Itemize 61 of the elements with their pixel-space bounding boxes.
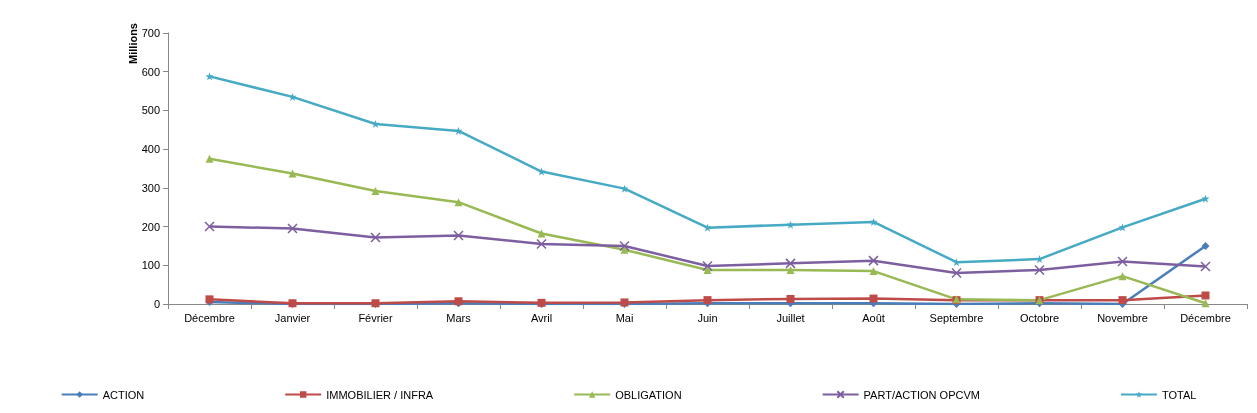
point: [288, 169, 297, 178]
legend-label: PART/ACTION OPCVM: [863, 388, 980, 401]
y-tick-label: 300: [141, 181, 160, 194]
point: [205, 154, 214, 163]
y-tick-label: 600: [141, 65, 160, 78]
x-tick-label: Novembre: [1097, 311, 1148, 324]
point: [869, 294, 878, 303]
point: [454, 126, 463, 135]
point: [785, 258, 796, 269]
point: [204, 221, 215, 232]
point: [537, 167, 546, 176]
point: [1201, 241, 1210, 250]
x-tick-label: Décembre: [184, 311, 235, 324]
point: [1117, 256, 1128, 267]
x-tick-label: Décembre: [1180, 311, 1231, 324]
point: [1200, 261, 1211, 272]
point: [1118, 272, 1127, 281]
point: [370, 232, 381, 243]
x-tick-label: Octobre: [1019, 311, 1060, 324]
point: [868, 255, 879, 266]
point: [1118, 223, 1127, 232]
point: [1201, 299, 1210, 308]
point: [1201, 194, 1210, 203]
x-tick-label: Août: [862, 311, 885, 324]
legend-label: TOTAL: [1161, 388, 1197, 401]
point: [786, 265, 795, 274]
point: [287, 223, 298, 234]
x-tick-label: Avril: [530, 311, 553, 324]
y-tick-label: 0: [153, 298, 160, 310]
y-tick-label: 400: [141, 143, 160, 156]
x-tick-label: Septembre: [929, 311, 984, 324]
point: [1034, 264, 1045, 276]
legend-label: OBLIGATION: [615, 388, 682, 401]
y-tick-label: 200: [141, 220, 160, 233]
point: [786, 220, 795, 229]
legend-label: IMMOBILIER / INFRA: [326, 388, 434, 401]
point: [1201, 291, 1210, 300]
y-tick-label: 700: [141, 27, 160, 39]
point: [869, 217, 878, 226]
x-tick-label: Mars: [446, 311, 472, 324]
x-tick-label: Février: [358, 311, 393, 324]
point: [619, 240, 630, 252]
y-axis-title: Millions: [126, 23, 139, 64]
point: [537, 229, 546, 238]
point: [1118, 296, 1127, 305]
legend-label: ACTION: [102, 388, 145, 401]
point: [786, 294, 795, 303]
x-tick-label: Juillet: [776, 311, 805, 324]
point: [453, 230, 464, 241]
point: [454, 198, 463, 207]
y-tick-label: 100: [141, 259, 160, 272]
point: [951, 267, 962, 279]
x-tick-label: Mai: [615, 311, 634, 324]
point: [869, 267, 878, 276]
x-tick-label: Juin: [697, 311, 718, 324]
point: [371, 186, 380, 195]
point: [205, 72, 214, 81]
x-tick-label: Janvier: [274, 311, 311, 324]
point: [702, 260, 713, 272]
point: [536, 238, 547, 250]
y-tick-label: 500: [141, 104, 160, 117]
